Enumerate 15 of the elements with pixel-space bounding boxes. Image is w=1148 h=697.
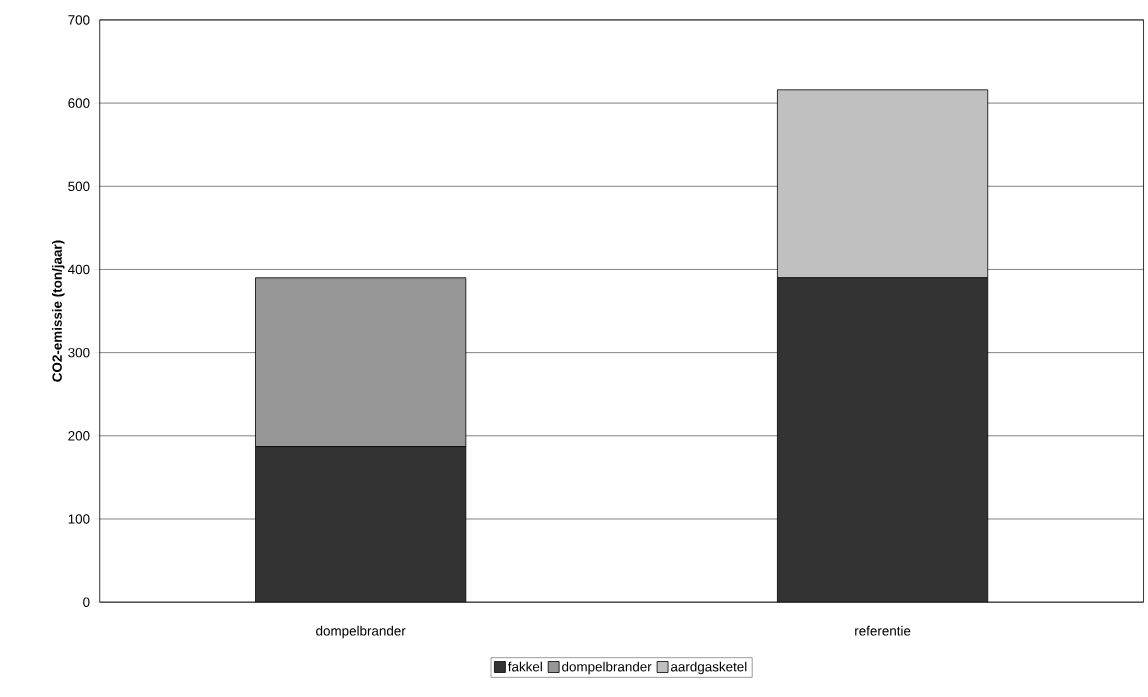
- y-tick-label: 400: [68, 264, 90, 275]
- y-tick-label: 100: [68, 514, 90, 524]
- bar: [255, 446, 467, 603]
- legend-label: dompelbrander: [562, 661, 652, 675]
- legend-label: fakkel: [507, 661, 542, 672]
- bar: [777, 277, 989, 603]
- y-tick-label: 0: [83, 597, 90, 607]
- legend-label: aardgasketel: [671, 661, 747, 675]
- x-tick-label: referentie: [855, 625, 911, 636]
- y-axis-title: CO2-emissie (ton/jaar): [52, 240, 65, 382]
- y-tick-label: 500: [68, 181, 90, 192]
- y-tick-label: 200: [68, 431, 90, 441]
- y-tick-label: 300: [68, 347, 90, 358]
- y-tick-label: 600: [68, 98, 90, 108]
- y-tick-label: 700: [68, 15, 90, 25]
